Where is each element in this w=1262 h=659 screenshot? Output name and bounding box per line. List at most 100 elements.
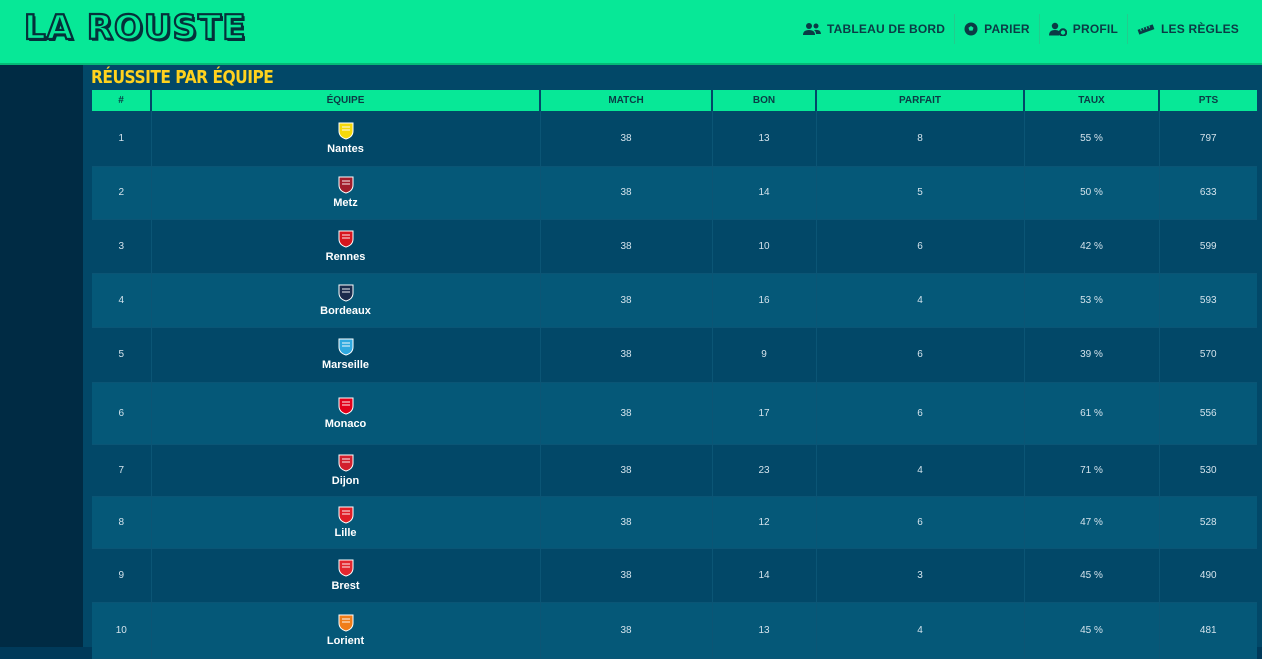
team-name: Lille (334, 526, 357, 539)
cell-taux: 45 % (1024, 602, 1160, 659)
column-header-pts[interactable]: PTS (1159, 90, 1257, 111)
cell-parfait: 4 (816, 444, 1025, 497)
cell-bon: 9 (712, 327, 817, 383)
column-header-parfait[interactable]: PARFAIT (816, 90, 1025, 111)
team-crest-icon (338, 176, 353, 194)
cell-taux: 50 % (1024, 166, 1160, 220)
nav-label: TABLEAU DE BORD (827, 22, 946, 36)
cell-parfait: 8 (816, 111, 1025, 167)
table-row: 4 Bordeaux 38 16 4 53 % 593 (92, 273, 1257, 328)
nav-label: LES RÈGLES (1160, 22, 1239, 36)
team-name: Monaco (324, 417, 367, 430)
team-cell: Monaco (152, 397, 540, 430)
cell-taux: 47 % (1024, 496, 1160, 549)
team-success-table: # ÉQUIPE MATCH BON PARFAIT TAUX PTS 1 Nan… (92, 90, 1257, 659)
cell-bon: 13 (712, 602, 817, 659)
team-crest-icon (338, 506, 353, 524)
table-row: 1 Nantes 38 13 8 55 % 797 (92, 111, 1257, 167)
cell-match: 38 (540, 602, 713, 659)
cell-pts: 490 (1159, 548, 1257, 603)
table-row: 2 Metz 38 14 5 50 % 633 (92, 166, 1257, 220)
cell-taux: 71 % (1024, 444, 1160, 497)
cell-taux: 61 % (1024, 382, 1160, 445)
cell-pts: 570 (1159, 327, 1257, 383)
cell-taux: 53 % (1024, 273, 1160, 328)
table-row: 6 Monaco 38 17 6 61 % 556 (92, 382, 1257, 445)
nav-label: PROFIL (1072, 22, 1118, 36)
cell-rank: 10 (92, 602, 152, 659)
table-row: 3 Rennes 38 10 6 42 % 599 (92, 219, 1257, 274)
team-cell: Metz (152, 176, 540, 209)
nav-item-profil[interactable]: PROFIL (1038, 14, 1127, 44)
cell-team[interactable]: Brest (151, 548, 541, 603)
cell-match: 38 (540, 111, 713, 167)
cell-parfait: 6 (816, 327, 1025, 383)
column-header-bon[interactable]: BON (712, 90, 817, 111)
team-crest-icon (338, 397, 353, 415)
cell-rank: 4 (92, 273, 152, 328)
cell-bon: 14 (712, 166, 817, 220)
team-cell: Bordeaux (152, 284, 540, 317)
cell-parfait: 3 (816, 548, 1025, 603)
column-header-taux[interactable]: TAUX (1024, 90, 1160, 111)
cell-match: 38 (540, 219, 713, 274)
cell-team[interactable]: Metz (151, 166, 541, 220)
team-cell: Dijon (152, 454, 540, 487)
cell-parfait: 4 (816, 602, 1025, 659)
nav-item-tableau-de-bord[interactable]: TABLEAU DE BORD (794, 14, 954, 44)
table-row: 9 Brest 38 14 3 45 % 490 (92, 548, 1257, 603)
cell-team[interactable]: Bordeaux (151, 273, 541, 328)
team-cell: Nantes (152, 122, 540, 155)
cell-rank: 9 (92, 548, 152, 603)
cell-match: 38 (540, 273, 713, 328)
cell-pts: 593 (1159, 273, 1257, 328)
table-row: 7 Dijon 38 23 4 71 % 530 (92, 444, 1257, 497)
sidebar (0, 65, 83, 647)
cell-pts: 528 (1159, 496, 1257, 549)
cell-parfait: 5 (816, 166, 1025, 220)
cell-bon: 16 (712, 273, 817, 328)
table-row: 5 Marseille 38 9 6 39 % 570 (92, 327, 1257, 383)
cell-match: 38 (540, 444, 713, 497)
app-logo[interactable]: LA ROUSTE (23, 7, 247, 49)
user-gear-icon (1048, 22, 1067, 36)
cell-team[interactable]: Lorient (151, 602, 541, 659)
cell-team[interactable]: Monaco (151, 382, 541, 445)
column-header-team[interactable]: ÉQUIPE (151, 90, 541, 111)
cell-team[interactable]: Lille (151, 496, 541, 549)
cell-team[interactable]: Dijon (151, 444, 541, 497)
cell-team[interactable]: Marseille (151, 327, 541, 383)
cell-taux: 45 % (1024, 548, 1160, 603)
ruler-icon (1137, 24, 1155, 35)
nav-item-parier[interactable]: PARIER (954, 14, 1039, 44)
cell-team[interactable]: Rennes (151, 219, 541, 274)
cell-bon: 13 (712, 111, 817, 167)
team-name: Nantes (327, 142, 364, 155)
team-crest-icon (338, 614, 353, 632)
cell-bon: 17 (712, 382, 817, 445)
cell-match: 38 (540, 382, 713, 445)
main-nav: TABLEAU DE BORD PARIER PROFIL (794, 14, 1248, 44)
top-bar: LA ROUSTE TABLEAU DE BORD PARIER (0, 0, 1262, 65)
table-row: 8 Lille 38 12 6 47 % 528 (92, 496, 1257, 549)
cell-pts: 556 (1159, 382, 1257, 445)
team-name: Metz (333, 197, 358, 209)
team-name: Brest (331, 579, 360, 592)
column-header-match[interactable]: MATCH (540, 90, 713, 111)
cell-bon: 12 (712, 496, 817, 549)
table-header-row: # ÉQUIPE MATCH BON PARFAIT TAUX PTS (92, 90, 1257, 111)
nav-item-les-regles[interactable]: LES RÈGLES (1126, 14, 1248, 44)
cell-parfait: 6 (816, 382, 1025, 445)
team-name: Marseille (321, 359, 370, 371)
table-row: 10 Lorient 38 13 4 45 % 481 (92, 602, 1257, 659)
cell-rank: 1 (92, 111, 152, 167)
football-icon (964, 22, 978, 36)
team-cell: Marseille (152, 338, 540, 371)
cell-parfait: 6 (816, 219, 1025, 274)
team-crest-icon (338, 559, 353, 577)
team-name: Lorient (326, 634, 365, 647)
nav-label: PARIER (984, 22, 1030, 36)
column-header-rank[interactable]: # (92, 90, 152, 111)
team-cell: Brest (152, 559, 540, 592)
cell-team[interactable]: Nantes (151, 111, 541, 167)
